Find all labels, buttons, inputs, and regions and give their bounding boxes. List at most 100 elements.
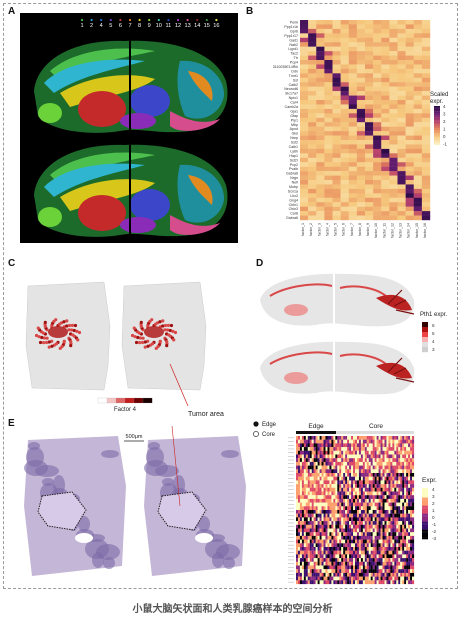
expr-cell [315, 484, 318, 488]
expr-cell [343, 454, 346, 459]
expr-cell [299, 465, 302, 470]
heatmap-cell [348, 175, 358, 181]
expr-cell [317, 521, 320, 525]
expr-cell [299, 484, 302, 488]
heatmap-cell [413, 37, 423, 43]
tumor-spot [38, 340, 43, 345]
expr-cell [362, 569, 365, 573]
heatmap-cell [348, 193, 358, 198]
expr-cell [327, 476, 330, 481]
expr-cell [296, 528, 299, 533]
heatmap-cell [397, 113, 406, 118]
tissue-blob [78, 516, 90, 532]
expr-cell [408, 484, 411, 488]
expr-cell [360, 543, 363, 548]
legend-gradient-step [434, 116, 440, 118]
expr-cell [317, 465, 320, 470]
expr-cell [364, 454, 367, 459]
expr-cell [384, 473, 387, 477]
expr-cell [386, 517, 389, 522]
expr-cell [402, 524, 405, 529]
expr-cell [301, 473, 304, 477]
expr-cell [398, 517, 401, 522]
expr-cell [358, 450, 361, 455]
heatmap-cell [332, 42, 341, 47]
heatmap-cell [397, 20, 406, 25]
heatmap-cell [332, 184, 341, 190]
expr-cell [390, 465, 393, 470]
expr-cell [400, 561, 403, 566]
expr-cell [380, 502, 383, 507]
heatmap-cell [405, 82, 414, 87]
expr-cell [408, 550, 411, 555]
expr-cell [299, 532, 302, 536]
heatmap-cell [421, 108, 431, 114]
expr-cell [364, 498, 367, 503]
heatmap-cell [397, 206, 406, 212]
expr-cell [400, 528, 403, 533]
expr-cell [303, 436, 306, 440]
tumor-spot [134, 340, 139, 345]
heatmap-cell [365, 202, 374, 207]
heatmap-cell [365, 33, 374, 38]
expr-cell [345, 476, 348, 481]
tumor-spot [168, 328, 172, 333]
expr-cell [309, 513, 312, 518]
expr-cell [323, 498, 326, 503]
expr-cell [313, 480, 316, 485]
expr-cell [382, 502, 385, 507]
heatmap-cell [389, 122, 398, 127]
expr-cell [319, 473, 322, 477]
heatmap-cell [356, 166, 366, 172]
expr-cell [390, 447, 393, 451]
expr-cell [331, 439, 334, 444]
heatmap-cell [348, 157, 358, 163]
expr-cell [353, 513, 356, 518]
expr-cell [356, 550, 360, 555]
expr-cell [303, 572, 306, 577]
expr-cell [382, 517, 385, 522]
expr-cell [360, 510, 363, 514]
expr-cell [396, 484, 399, 488]
expr-cell [317, 576, 320, 581]
expr-cell [404, 580, 407, 585]
expr-cell [368, 510, 371, 514]
expr-cell [378, 539, 381, 544]
expr-cell [406, 554, 409, 559]
expr-cell [388, 580, 391, 585]
expr-cell [309, 547, 312, 551]
expr-cell [378, 547, 381, 551]
expr-cell [341, 580, 344, 585]
heatmap-cell [308, 193, 317, 198]
expr-cell [378, 469, 381, 474]
expr-cell [307, 524, 310, 529]
heatmap-cell [324, 33, 333, 38]
expr-cell [331, 524, 334, 529]
expr-cell [313, 539, 316, 544]
expr-cell [366, 443, 369, 448]
expr-cell [372, 465, 375, 470]
expr-cell [309, 454, 312, 459]
expr-cell [343, 554, 346, 559]
expr-cell [343, 450, 346, 455]
expr-cell [368, 550, 371, 555]
expr-cell [317, 436, 320, 440]
expr-cell [329, 569, 332, 573]
cluster-color-dot [119, 18, 122, 22]
expr-cell [398, 524, 401, 529]
expr-cell [317, 443, 320, 448]
heatmap-cell [405, 91, 414, 96]
gene-label: Nrep [290, 136, 298, 140]
tissue-blob [212, 552, 224, 568]
expr-cell [301, 506, 304, 511]
heatmap-cell [365, 77, 374, 83]
cluster-color-dot [100, 18, 103, 22]
legend-gradient-step [422, 515, 428, 517]
expr-cell [311, 473, 314, 477]
expr-cell [303, 487, 306, 492]
heatmap-cell [421, 46, 431, 52]
heatmap-cell [365, 28, 374, 34]
expr-cell [392, 495, 395, 499]
expr-cell [335, 436, 338, 440]
expr-cell [296, 561, 299, 566]
